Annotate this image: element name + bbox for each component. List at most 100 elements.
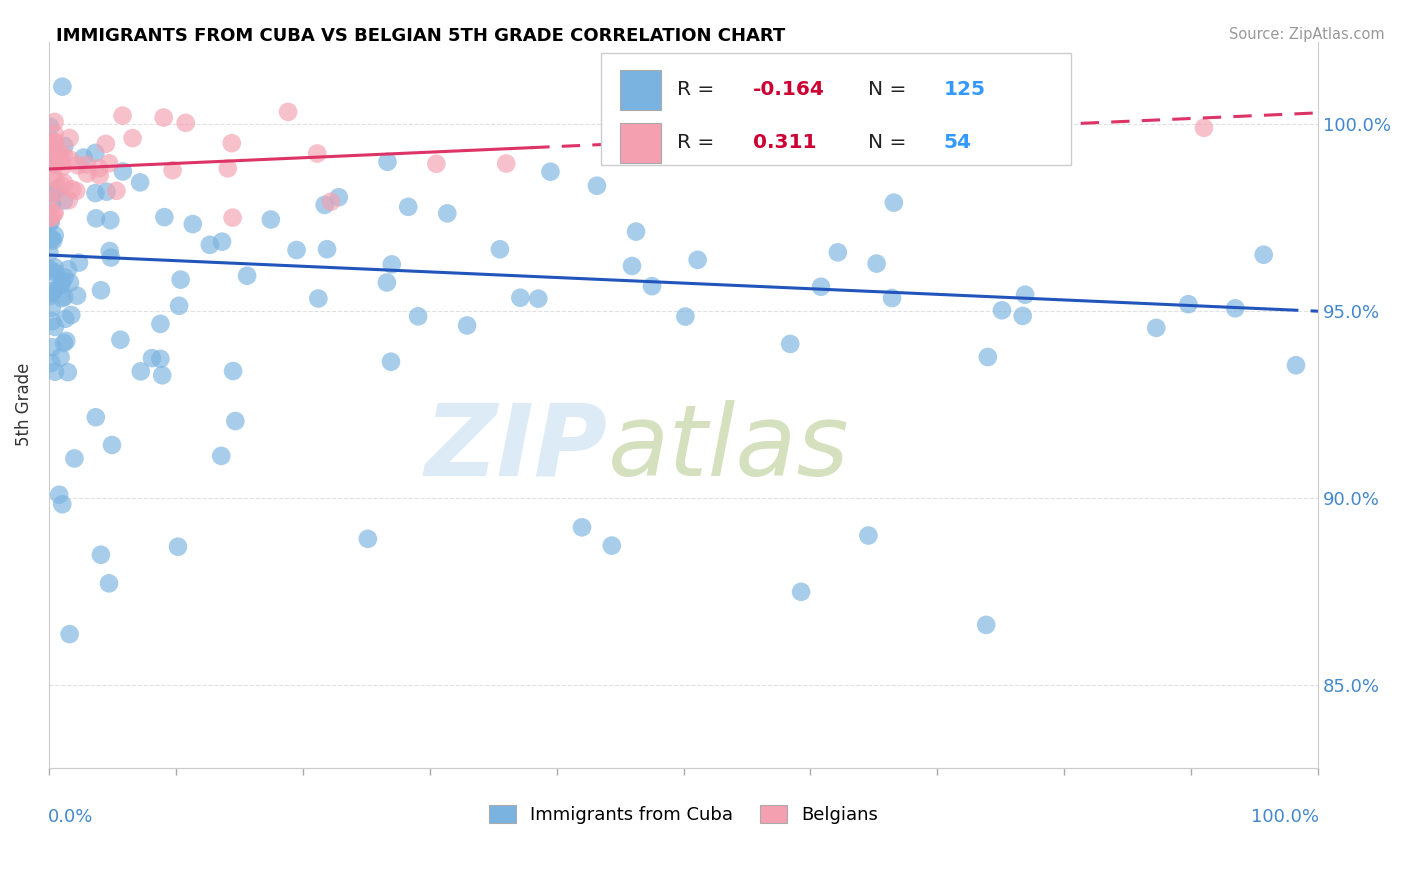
Point — [380, 354, 402, 368]
Point — [44, 152, 66, 166]
Point — [222, 364, 245, 378]
Point — [58, 193, 80, 207]
Point — [790, 584, 813, 599]
Point — [59, 131, 82, 145]
Point — [41, 340, 63, 354]
Point — [76, 166, 98, 180]
Point — [56, 262, 79, 277]
Point — [94, 136, 117, 151]
Point — [586, 178, 609, 193]
Point — [42, 157, 65, 171]
Point — [39, 286, 62, 301]
Point — [436, 206, 458, 220]
Point — [1285, 358, 1308, 372]
Point — [98, 156, 121, 170]
Point — [66, 158, 89, 172]
Point — [381, 257, 404, 271]
Point — [44, 320, 66, 334]
Point — [41, 232, 63, 246]
Point — [198, 237, 221, 252]
Point — [98, 213, 121, 227]
Point — [673, 310, 696, 324]
Point — [49, 151, 72, 165]
Point — [42, 283, 65, 297]
Point — [53, 311, 76, 326]
Point — [39, 215, 62, 229]
Point — [44, 157, 66, 171]
Bar — [620, 122, 661, 162]
Point — [991, 303, 1014, 318]
Point — [314, 198, 336, 212]
Point — [540, 164, 562, 178]
Bar — [620, 70, 661, 110]
Point — [48, 145, 70, 160]
Text: R =: R = — [678, 133, 721, 153]
Point — [169, 272, 191, 286]
Point — [44, 172, 66, 186]
Point — [406, 310, 429, 324]
Point — [641, 279, 664, 293]
Y-axis label: 5th Grade: 5th Grade — [15, 363, 32, 446]
Point — [111, 164, 134, 178]
Point — [53, 290, 76, 304]
Point — [84, 410, 107, 425]
Point — [307, 292, 329, 306]
Point — [53, 270, 76, 285]
Point — [260, 212, 283, 227]
Point — [42, 135, 65, 149]
Point — [153, 210, 176, 224]
Point — [111, 109, 134, 123]
Point — [150, 368, 173, 383]
Point — [221, 136, 243, 151]
Point — [42, 186, 65, 201]
Point — [39, 120, 62, 134]
Text: 0.0%: 0.0% — [48, 807, 93, 826]
Point — [236, 268, 259, 283]
Point — [90, 283, 112, 297]
Point — [377, 154, 399, 169]
Point — [1011, 309, 1033, 323]
Point — [51, 160, 73, 174]
Point — [41, 197, 63, 211]
Point — [779, 337, 801, 351]
Point — [396, 200, 419, 214]
Point — [1177, 297, 1199, 311]
Point — [39, 193, 62, 207]
FancyBboxPatch shape — [600, 53, 1070, 165]
Point — [858, 528, 880, 542]
Point — [129, 175, 152, 189]
Point — [827, 245, 849, 260]
Point — [620, 259, 643, 273]
Text: -0.164: -0.164 — [754, 80, 825, 100]
Text: IMMIGRANTS FROM CUBA VS BELGIAN 5TH GRADE CORRELATION CHART: IMMIGRANTS FROM CUBA VS BELGIAN 5TH GRAD… — [56, 27, 786, 45]
Point — [46, 181, 69, 195]
Point — [67, 255, 90, 269]
Point — [41, 169, 63, 183]
Point — [101, 438, 124, 452]
Point — [59, 153, 82, 167]
Point — [221, 211, 243, 225]
Text: R =: R = — [678, 80, 721, 100]
Point — [174, 116, 197, 130]
Point — [89, 161, 111, 176]
Point — [141, 351, 163, 366]
Point — [307, 146, 329, 161]
Text: atlas: atlas — [607, 400, 849, 497]
Point — [509, 291, 531, 305]
Point — [42, 234, 65, 248]
Point — [149, 351, 172, 366]
Point — [63, 451, 86, 466]
Point — [44, 136, 66, 150]
Point — [571, 520, 593, 534]
Point — [39, 140, 62, 154]
Point — [51, 179, 73, 194]
Point — [51, 154, 73, 169]
Point — [44, 115, 66, 129]
Point — [41, 211, 63, 225]
Point — [72, 151, 94, 165]
Point — [883, 195, 905, 210]
Point — [624, 225, 647, 239]
Point — [59, 276, 82, 290]
Point — [52, 335, 75, 350]
Point — [38, 289, 60, 303]
